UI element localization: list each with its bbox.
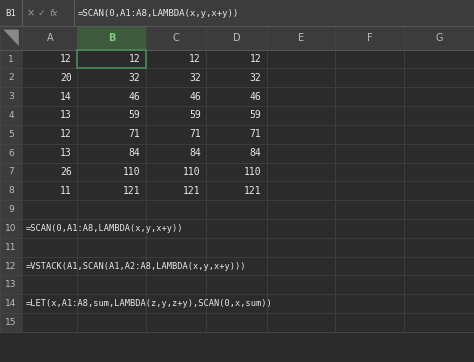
Text: B1: B1: [6, 9, 17, 17]
Text: ×: ×: [27, 8, 35, 18]
Bar: [0, 181, 22, 200]
Bar: [0, 275, 22, 294]
Text: E: E: [298, 33, 304, 43]
Text: 121: 121: [123, 186, 140, 196]
Polygon shape: [3, 30, 19, 46]
Text: 4: 4: [8, 111, 14, 120]
Text: 2: 2: [8, 73, 14, 82]
Text: 59: 59: [128, 110, 140, 121]
Text: 121: 121: [244, 186, 261, 196]
Bar: [0, 313, 22, 332]
Text: 13: 13: [60, 110, 72, 121]
Bar: [0, 125, 22, 144]
Text: 12: 12: [60, 54, 72, 64]
Text: 84: 84: [189, 148, 201, 158]
Text: 8: 8: [8, 186, 14, 195]
Bar: [0, 26, 474, 50]
Bar: [0, 87, 22, 106]
Text: 32: 32: [128, 73, 140, 83]
Text: 14: 14: [60, 92, 72, 102]
Text: 121: 121: [183, 186, 201, 196]
Text: B: B: [108, 33, 115, 43]
Text: 3: 3: [8, 92, 14, 101]
Text: 5: 5: [8, 130, 14, 139]
Text: 11: 11: [60, 186, 72, 196]
Text: 6: 6: [8, 149, 14, 157]
Text: G: G: [435, 33, 443, 43]
Text: 59: 59: [250, 110, 261, 121]
Text: 20: 20: [60, 73, 72, 83]
Text: 84: 84: [250, 148, 261, 158]
Bar: [0, 294, 22, 313]
Text: =VSTACK(A1,SCAN(A1,A2:A8,LAMBDA(x,y,x+y))): =VSTACK(A1,SCAN(A1,A2:A8,LAMBDA(x,y,x+y)…: [26, 262, 246, 270]
Text: fx: fx: [49, 9, 58, 17]
Text: =SCAN(0,A1:A8,LAMBDA(x,y,x+y)): =SCAN(0,A1:A8,LAMBDA(x,y,x+y)): [26, 224, 183, 233]
Text: 14: 14: [5, 299, 17, 308]
Text: ✓: ✓: [38, 9, 45, 17]
Text: 15: 15: [5, 318, 17, 327]
Text: 13: 13: [5, 281, 17, 289]
Text: C: C: [173, 33, 180, 43]
Text: 7: 7: [8, 168, 14, 176]
Text: 110: 110: [123, 167, 140, 177]
Bar: [0, 144, 22, 163]
Text: =LET(x,A1:A8,sum,LAMBDA(z,y,z+y),SCAN(0,x,sum)): =LET(x,A1:A8,sum,LAMBDA(z,y,z+y),SCAN(0,…: [26, 299, 273, 308]
Text: F: F: [367, 33, 373, 43]
Text: A: A: [46, 33, 53, 43]
Text: 32: 32: [189, 73, 201, 83]
Text: 12: 12: [5, 262, 17, 270]
Text: 12: 12: [128, 54, 140, 64]
Text: 46: 46: [128, 92, 140, 102]
Text: 12: 12: [60, 129, 72, 139]
Text: 13: 13: [60, 148, 72, 158]
Text: 110: 110: [244, 167, 261, 177]
Text: 1: 1: [8, 55, 14, 63]
Text: 84: 84: [128, 148, 140, 158]
Bar: [0, 0, 474, 26]
Text: 11: 11: [5, 243, 17, 252]
Bar: [77, 26, 146, 50]
Bar: [0, 163, 22, 181]
Text: 12: 12: [250, 54, 261, 64]
Text: 12: 12: [189, 54, 201, 64]
Bar: [77, 50, 146, 68]
Text: 46: 46: [250, 92, 261, 102]
Bar: [0, 200, 22, 219]
Text: 26: 26: [60, 167, 72, 177]
Text: 71: 71: [128, 129, 140, 139]
Text: 71: 71: [189, 129, 201, 139]
Bar: [0, 106, 22, 125]
Bar: [0, 238, 22, 257]
Bar: [0, 219, 22, 238]
Text: =SCAN(0,A1:A8,LAMBDA(x,y,x+y)): =SCAN(0,A1:A8,LAMBDA(x,y,x+y)): [78, 9, 239, 17]
Text: 46: 46: [189, 92, 201, 102]
Text: 32: 32: [250, 73, 261, 83]
Text: 10: 10: [5, 224, 17, 233]
Text: 71: 71: [250, 129, 261, 139]
Text: 9: 9: [8, 205, 14, 214]
Bar: [0, 257, 22, 275]
Text: 59: 59: [189, 110, 201, 121]
Bar: [0, 68, 22, 87]
Text: 110: 110: [183, 167, 201, 177]
Text: D: D: [233, 33, 240, 43]
Bar: [0, 50, 22, 68]
